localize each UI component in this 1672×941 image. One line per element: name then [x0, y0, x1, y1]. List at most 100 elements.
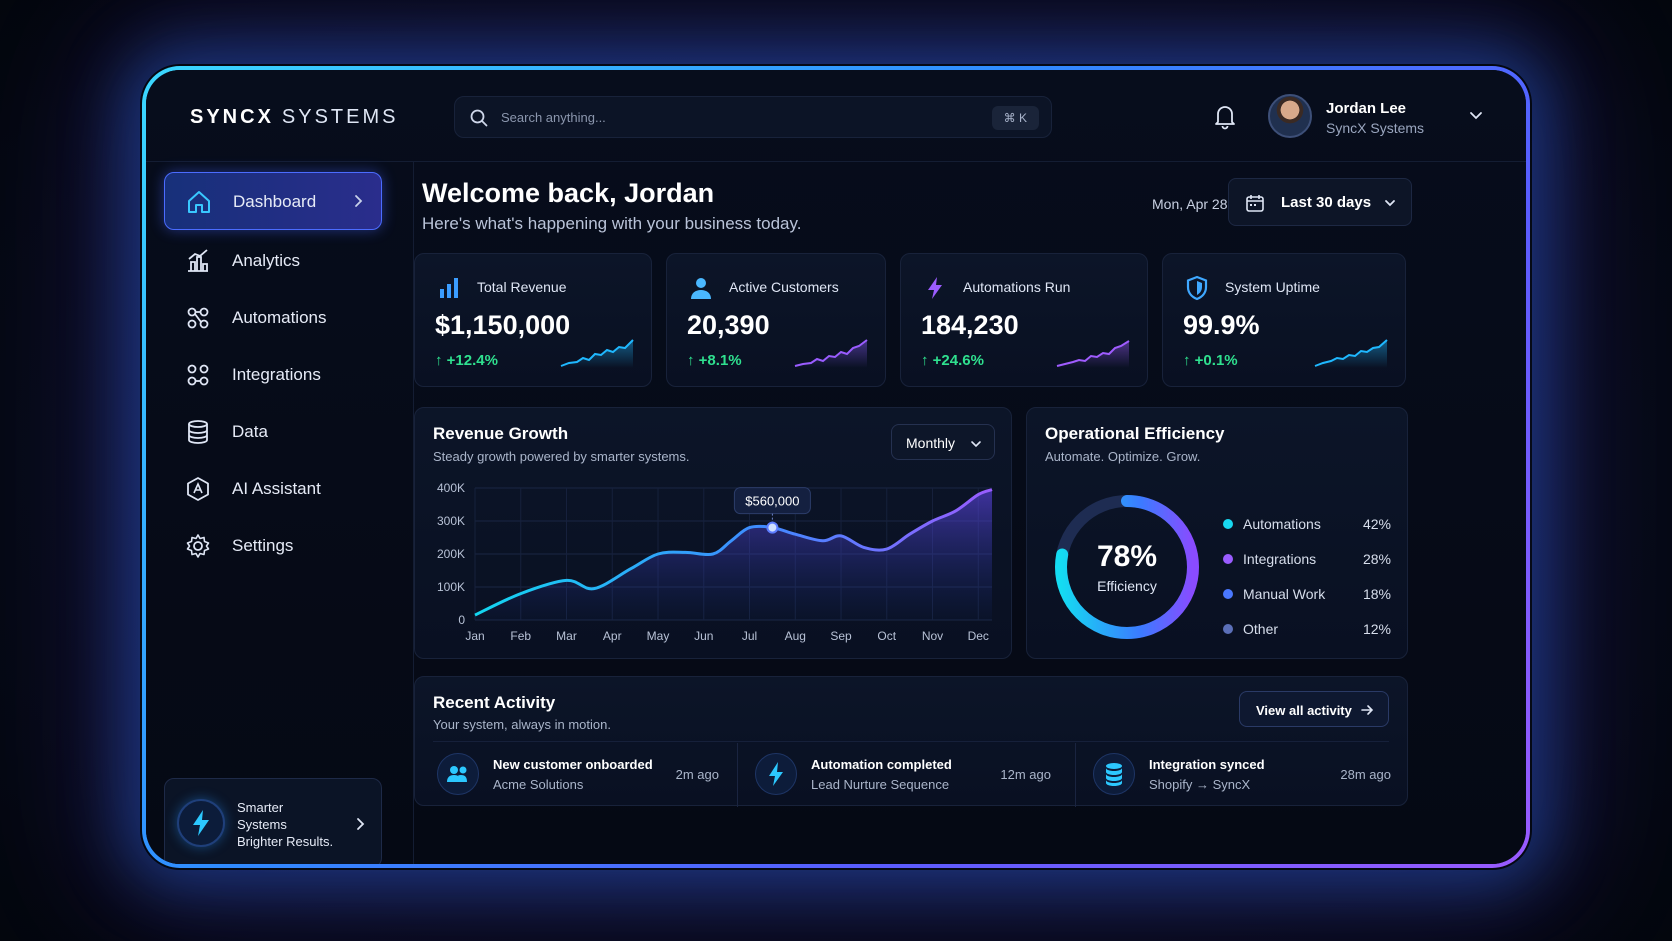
- kpi-card-automations-run[interactable]: Automations Run 184,230 ↑ +24.6%: [900, 253, 1148, 387]
- chevron-down-icon[interactable]: [1468, 108, 1484, 124]
- search-input[interactable]: Search anything...: [501, 110, 606, 125]
- ai-assistant-icon: [187, 477, 209, 501]
- promo-text: Smarter Systems Brighter Results.: [237, 799, 333, 850]
- activity-icon-badge: [1093, 753, 1135, 795]
- chart-y-axis: 400K 300K 200K 100K 0: [437, 481, 465, 627]
- sidebar-item-label: Settings: [232, 536, 294, 555]
- page-subtitle: Here's what's happening with your busine…: [422, 214, 802, 233]
- search-bar[interactable]: Search anything... ⌘ K: [454, 96, 1052, 138]
- kpi-value: 99.9%: [1183, 310, 1260, 340]
- kpi-label: Automations Run: [963, 279, 1071, 295]
- kpi-delta-value: +8.1%: [698, 352, 742, 369]
- activity-item[interactable]: Integration synced Shopify → SyncX 28m a…: [1093, 743, 1391, 805]
- x-tick-label: Apr: [603, 629, 622, 643]
- y-tick-label: 200K: [437, 547, 465, 561]
- sidebar-item-settings[interactable]: Settings: [164, 517, 382, 575]
- x-tick-label: Aug: [785, 629, 806, 643]
- donut-progress-arc: [1055, 495, 1199, 639]
- tooltip-marker: [766, 521, 779, 534]
- lightning-icon: [928, 277, 942, 299]
- chevron-right-icon: [355, 195, 363, 207]
- tooltip-label: $560,000: [745, 494, 799, 509]
- user-name: Jordan Lee: [1326, 100, 1407, 117]
- sidebar-item-dashboard[interactable]: Dashboard: [164, 172, 382, 230]
- revenue-growth-card: Revenue Growth Steady growth powered by …: [414, 407, 1012, 659]
- legend-percent: 42%: [1362, 516, 1391, 532]
- notification-bell-icon[interactable]: [1212, 102, 1238, 130]
- sidebar-item-ai-assistant[interactable]: AI Assistant: [164, 460, 382, 518]
- sidebar-item-integrations[interactable]: Integrations: [164, 346, 382, 404]
- y-tick-label: 300K: [437, 514, 465, 528]
- brand-logo[interactable]: SYNCX SYSTEMS: [190, 106, 398, 129]
- search-icon: [470, 109, 488, 127]
- revenue-area: [475, 489, 992, 620]
- activity-time: 28m ago: [1340, 767, 1391, 782]
- lightning-icon: [769, 762, 783, 786]
- sidebar: Dashboard Analytics Automations Integrat…: [146, 162, 414, 864]
- chevron-down-icon: [1385, 200, 1395, 207]
- efficiency-label: Efficiency: [1097, 578, 1157, 594]
- sidebar-item-automations[interactable]: Automations: [164, 289, 382, 347]
- activity-divider: [433, 741, 1389, 742]
- date-range-label: Last 30 days: [1281, 194, 1372, 211]
- activity-subtitle: Your system, always in motion.: [433, 717, 611, 732]
- legend-item-automations: Automations 42%: [1223, 514, 1391, 534]
- activity-title: Automation completed: [811, 757, 952, 772]
- sidebar-item-analytics[interactable]: Analytics: [164, 232, 382, 290]
- tooltip-box: [733, 487, 811, 515]
- activity-separator: [737, 743, 738, 807]
- app-surface: SYNCX SYSTEMS Search anything... ⌘ K Jord…: [146, 70, 1526, 864]
- home-icon: [188, 191, 210, 213]
- kpi-card-total-revenue[interactable]: Total Revenue $1,150,000 ↑ +12.4%: [414, 253, 652, 387]
- sidebar-item-data[interactable]: Data: [164, 403, 382, 461]
- avatar[interactable]: [1268, 94, 1312, 138]
- promo-icon-badge: [177, 799, 225, 847]
- kpi-delta-value: +0.1%: [1194, 352, 1238, 369]
- activity-separator: [1075, 743, 1076, 807]
- activity-item[interactable]: New customer onboarded Acme Solutions 2m…: [437, 743, 719, 805]
- x-tick-label: Jun: [694, 629, 713, 643]
- chart-tooltip: $560,000: [733, 487, 811, 534]
- operational-efficiency-card: Operational Efficiency Automate. Optimiz…: [1026, 407, 1408, 659]
- efficiency-title: Operational Efficiency: [1045, 424, 1225, 443]
- period-select-value: Monthly: [906, 435, 956, 451]
- legend-percent: 18%: [1362, 586, 1391, 602]
- promo-line-3: Brighter Results.: [237, 834, 334, 849]
- revenue-chart[interactable]: 400K 300K 200K 100K 0 Jan Feb Mar Apr May Jun Jul A…: [415, 408, 1013, 660]
- legend-dot: [1223, 554, 1233, 564]
- legend-percent: 28%: [1362, 551, 1391, 567]
- activity-item[interactable]: Automation completed Lead Nurture Sequen…: [755, 743, 1051, 805]
- legend-dot: [1223, 519, 1233, 529]
- kpi-delta-value: +24.6%: [932, 352, 984, 369]
- kpi-card-system-uptime[interactable]: System Uptime 99.9% ↑ +0.1%: [1162, 253, 1406, 387]
- kpi-card-active-customers[interactable]: Active Customers 20,390 ↑ +8.1%: [666, 253, 886, 387]
- sparkline: [1056, 340, 1130, 368]
- activity-title: New customer onboarded: [493, 757, 653, 772]
- revenue-growth-title: Revenue Growth: [433, 424, 569, 443]
- sidebar-item-label: Automations: [232, 308, 327, 327]
- recent-activity-card: Recent Activity Your system, always in m…: [414, 676, 1408, 807]
- period-select[interactable]: Monthly: [891, 424, 995, 460]
- kpi-value: $1,150,000: [435, 310, 571, 340]
- chevron-down-icon: [971, 441, 981, 448]
- promo-card[interactable]: Smarter Systems Brighter Results.: [164, 778, 382, 864]
- kpi-delta: ↑ +8.1%: [687, 352, 742, 369]
- calendar-icon: [1246, 195, 1264, 212]
- x-tick-label: Nov: [922, 629, 943, 643]
- activity-time: 12m ago: [1000, 767, 1051, 782]
- date-range-picker[interactable]: Last 30 days: [1228, 178, 1412, 226]
- kpi-label: Active Customers: [729, 279, 839, 295]
- shield-icon: [1186, 275, 1208, 301]
- sparkline: [794, 339, 868, 368]
- view-all-activity-button[interactable]: View all activity: [1239, 691, 1389, 727]
- database-icon: [188, 420, 208, 444]
- activity-subtitle: Acme Solutions: [493, 777, 584, 792]
- x-tick-label: Oct: [877, 629, 896, 643]
- top-bar: SYNCX SYSTEMS Search anything... ⌘ K Jord…: [146, 70, 1526, 162]
- legend-label: Manual Work: [1243, 586, 1326, 602]
- analytics-icon: [188, 249, 208, 272]
- bar-chart-icon: [440, 278, 458, 298]
- view-all-activity-label: View all activity: [1256, 703, 1352, 718]
- legend-item-manual-work: Manual Work 18%: [1223, 584, 1391, 604]
- kpi-value: 20,390: [687, 310, 770, 340]
